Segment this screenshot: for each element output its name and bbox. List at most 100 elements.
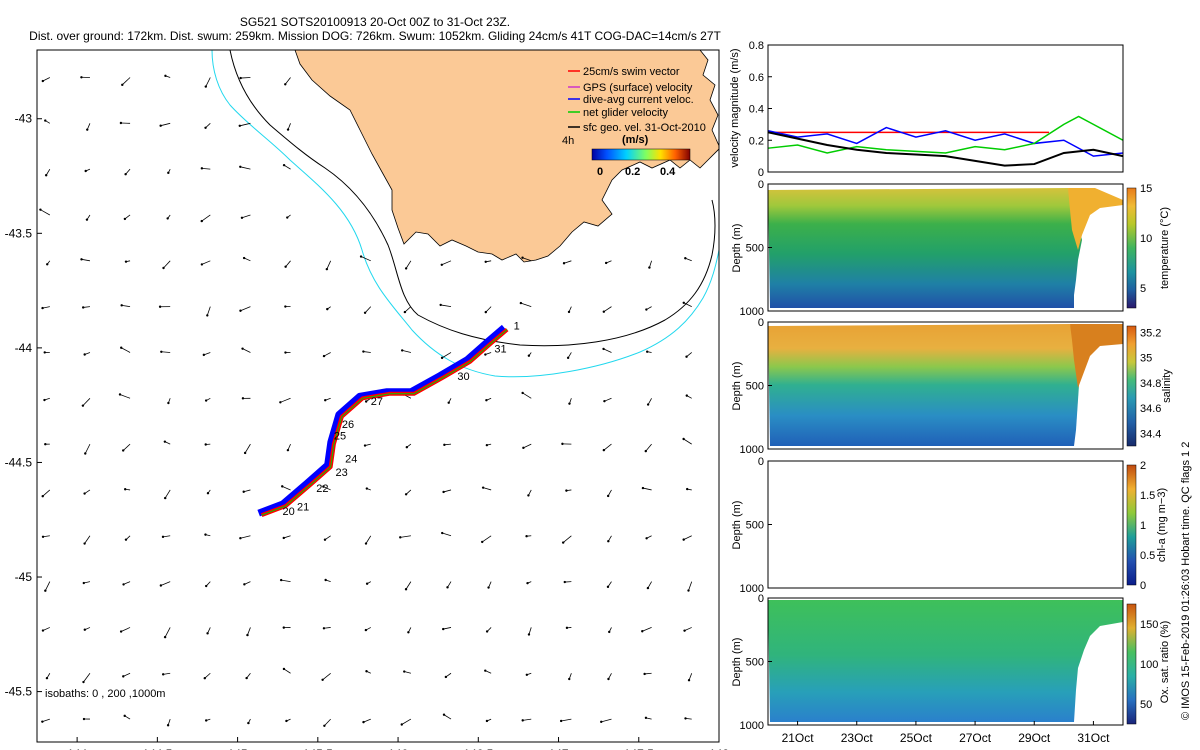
map-xtick-label: 145 [228,747,248,750]
sfc-velocity-arrow [84,535,91,544]
sfc-velocity-arrowhead [41,720,44,723]
sfc-velocity-arrowhead [282,163,286,167]
sfc-velocity-arrow [365,535,372,544]
sfc-velocity-arrowhead [565,489,568,492]
depth-tick-label: 500 [746,381,764,393]
sfc-velocity-arrowhead [607,540,610,543]
colorbar-tick-label: 150 [1140,619,1158,631]
sfc-velocity-arrowhead [326,307,329,311]
sfc-velocity-arrowhead [238,124,241,128]
sfc-velocity-arrow [160,581,171,586]
map-ytick-label: -44.5 [5,455,33,469]
sfc-velocity-arrowhead [123,217,127,221]
legend-sfc-geo: sfc geo. vel. 31-Oct-2010 [583,122,706,134]
date-tick-label: 25Oct [900,731,933,745]
sfc-velocity-arrowhead [484,310,487,314]
sfc-velocity-arrowhead [604,261,608,265]
sfc-velocity-arrow [162,535,171,538]
sfc-velocity-arrowhead [286,448,290,452]
sfc-velocity-arrow [363,718,371,723]
sfc-velocity-arrow [645,443,652,452]
sfc-velocity-arrowhead [525,673,529,676]
depth-tick-label: 500 [746,657,764,669]
track-day-label: 23 [335,467,347,479]
velocity-series-line [767,131,1124,167]
map-xtick-label: 144.5 [142,747,172,750]
salinity-colorbar [1126,325,1137,447]
map-ytick-label: -45.5 [5,685,33,699]
sfc-velocity-arrowhead [600,720,603,724]
oxygen-section [768,600,1123,722]
sfc-velocity-arrow [121,304,131,308]
sfc-velocity-arrowhead [167,171,170,175]
track-day-label: 31 [494,343,506,355]
sfc-velocity-arrowhead [206,491,210,495]
sfc-velocity-arrowhead [439,303,442,307]
sfc-velocity-arrow [240,306,251,312]
depth-tick-label: 0 [758,456,764,468]
colorbar-tick-label: 34.8 [1140,378,1161,390]
sfc-velocity-arrow [119,394,131,399]
sfc-velocity-arrowhead [561,442,564,446]
sfc-velocity-arrowhead [240,216,244,219]
sfc-velocity-arrow [683,535,692,540]
track-day-label: 25 [334,431,346,443]
sfc-velocity-arrowhead [81,404,85,407]
depth-tick-label: 1000 [740,306,764,318]
track-day-label: 1 [514,321,520,333]
sfc-velocity-arrowhead [527,633,531,636]
sfc-velocity-arrowhead [603,399,606,403]
sfc-velocity-arrowhead [41,629,45,632]
sfc-velocity-arrowhead [322,627,326,630]
sfc-velocity-arrow [81,258,91,262]
sfc-velocity-arrowhead [43,398,46,402]
sfc-velocity-arrowhead [167,401,170,405]
sfc-velocity-arrow [42,77,51,82]
sfc-velocity-arrowhead [359,255,363,258]
sfc-velocity-arrowhead [123,714,126,718]
sfc-velocity-arrowhead [119,121,123,125]
sfc-velocity-arrow [485,306,492,313]
colorbar-tick-label: 1.5 [1140,490,1155,502]
sfc-velocity-arrowhead [322,354,326,358]
sfc-velocity-arrow [161,351,171,353]
oxygen-cblabel: Ox. sat. ratio (%) [1159,621,1171,704]
colorbar-tick-04: 0.4 [660,166,676,178]
sfc-velocity-arrowhead [86,128,89,131]
depth-tick-label: 500 [746,243,764,255]
sfc-velocity-arrow [604,397,612,402]
sfc-velocity-arrowhead [404,267,408,270]
oxygen-colorbar [1126,603,1137,725]
sfc-velocity-arrowhead [118,393,122,396]
sfc-velocity-arrowhead [284,305,287,308]
sfc-velocity-arrowhead [204,533,207,536]
sfc-velocity-arrow [201,167,211,170]
sfc-velocity-arrow [247,627,251,636]
sfc-velocity-arrowhead [161,673,165,676]
date-tick-label: 21Oct [782,731,815,745]
sfc-velocity-arrowhead [485,399,488,402]
date-tick-label: 29Oct [1018,731,1051,745]
sfc-velocity-arrowhead [206,632,209,635]
sfc-velocity-arrowhead [405,446,409,449]
sfc-velocity-arrow [401,718,412,725]
velocity-ytick-label: 0.8 [749,40,764,52]
salinity-panel: Depth (m) salinity [731,321,1173,450]
sfc-velocity-arrowhead [285,719,288,723]
sfc-velocity-arrowhead [164,74,167,78]
sfc-velocity-arrow [206,306,211,316]
sfc-velocity-arrow [242,348,251,353]
sfc-velocity-arrowhead [399,536,402,539]
sfc-velocity-arrowhead [286,128,290,131]
sfc-velocity-arrowhead [239,309,242,312]
depth-tick-label: 1000 [740,583,764,595]
map-xtick-label: 147.5 [624,747,654,750]
sfc-velocity-arrowhead [124,260,128,263]
sfc-velocity-arrow [520,302,532,308]
sfc-velocity-arrowhead [85,218,89,221]
sfc-velocity-arrowhead [239,537,242,540]
sfc-velocity-arrowhead [646,586,650,590]
sfc-velocity-arrowhead [122,449,125,452]
